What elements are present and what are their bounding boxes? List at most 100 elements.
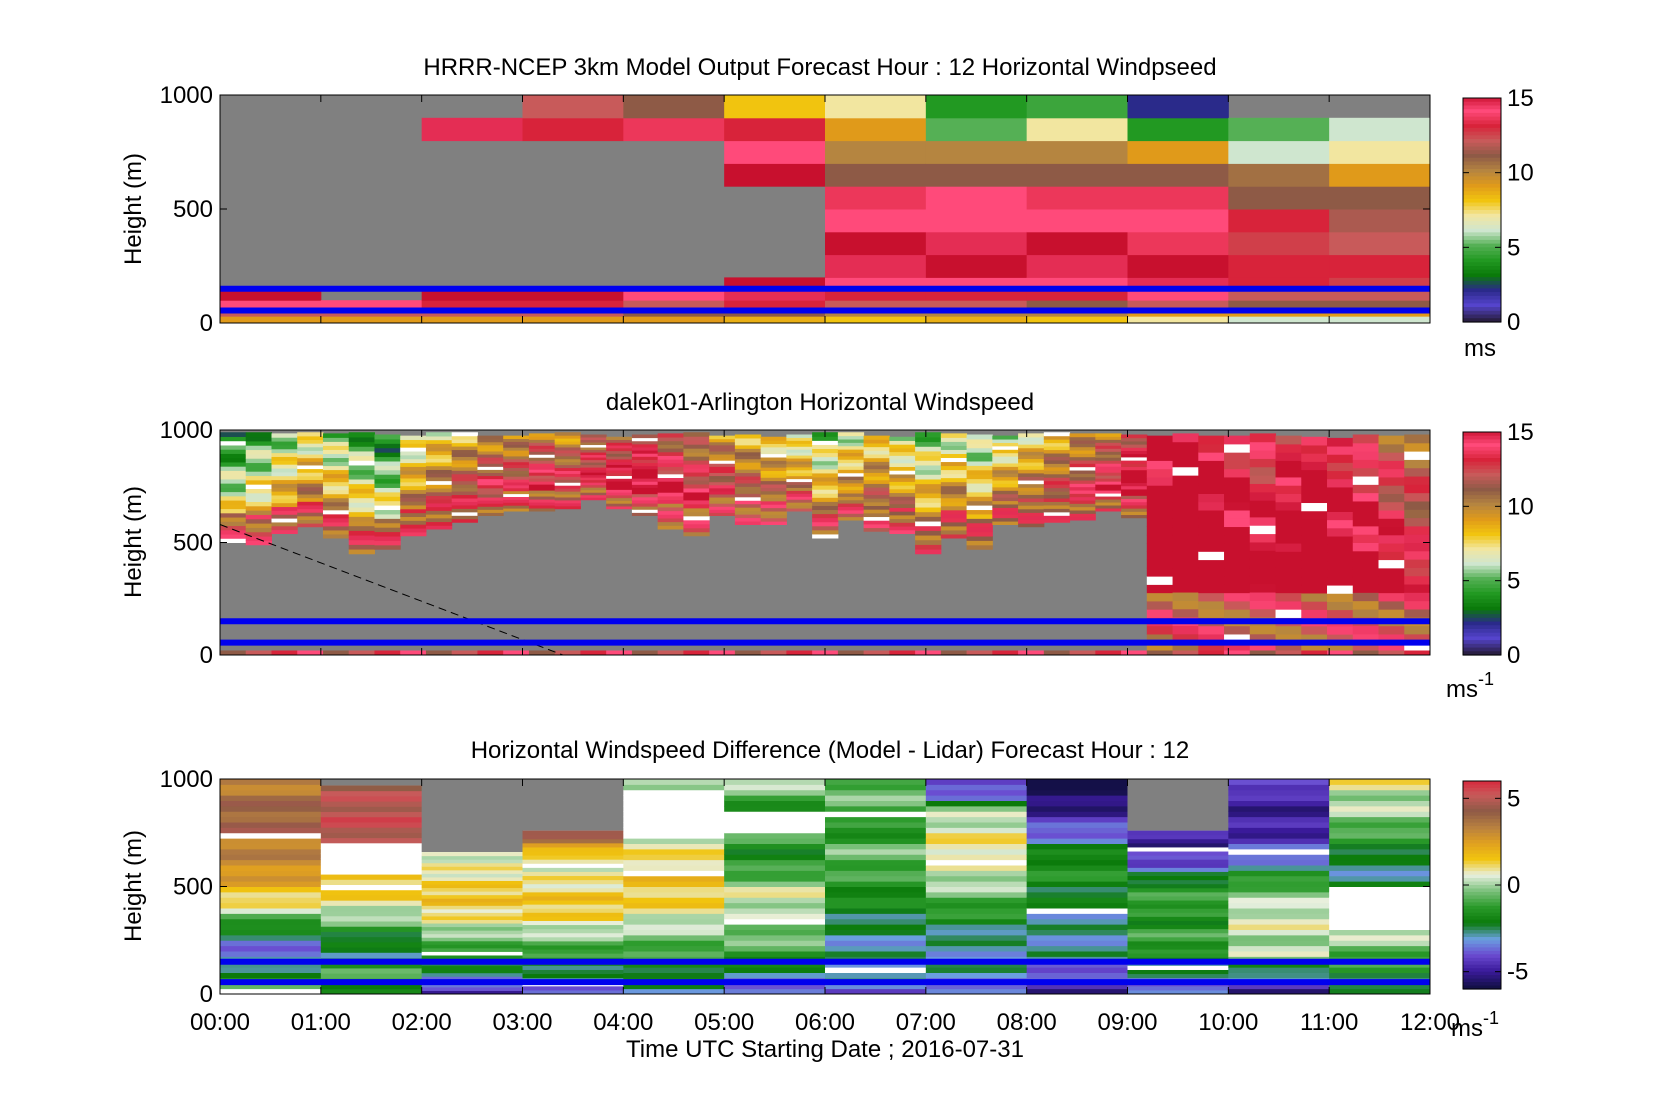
- heatmap-cell: [1069, 516, 1096, 521]
- heatmap-cell: [297, 515, 324, 520]
- colorbar-segment: [1463, 292, 1501, 297]
- heatmap-cell: [992, 503, 1019, 508]
- heatmap-cell: [925, 163, 1028, 187]
- heatmap-cell: [623, 95, 725, 119]
- heatmap-cell: [1352, 459, 1380, 469]
- heatmap-cell: [724, 288, 826, 301]
- heatmap-cell: [812, 501, 839, 506]
- heatmap-cell: [554, 482, 581, 486]
- heatmap-cell: [863, 439, 890, 444]
- heatmap-cell: [786, 455, 813, 459]
- colorbar-segment: [1463, 857, 1501, 862]
- heatmap-cell: [528, 505, 556, 509]
- heatmap-cell: [320, 894, 423, 901]
- heatmap-cell: [580, 447, 607, 451]
- heatmap-cell: [889, 514, 916, 520]
- heatmap-cell: [1329, 316, 1431, 324]
- heatmap-cell: [297, 472, 324, 477]
- heatmap-cell: [623, 908, 725, 914]
- heatmap-cell: [554, 473, 581, 477]
- heatmap-cell: [580, 489, 607, 493]
- heatmap-cell: [1069, 480, 1096, 484]
- heatmap-cell: [1329, 789, 1431, 796]
- panel-difference-ylabel: Height (m): [120, 830, 147, 942]
- heatmap-cell: [400, 497, 427, 502]
- heatmap-cell: [657, 492, 684, 497]
- colorbar-segment: [1463, 491, 1501, 496]
- heatmap-cell: [825, 934, 927, 941]
- heatmap-cell: [1121, 511, 1148, 516]
- heatmap-cell: [992, 452, 1019, 457]
- heatmap-cell: [825, 972, 927, 979]
- colorbar-segment: [1463, 985, 1501, 990]
- heatmap-cell: [1327, 446, 1354, 455]
- heatmap-cell: [528, 478, 556, 482]
- heatmap-cell: [245, 449, 272, 455]
- heatmap-cell: [320, 936, 423, 943]
- heatmap-cell: [220, 440, 247, 446]
- colorbar-segment: [1463, 871, 1501, 876]
- heatmap-cell: [1127, 900, 1229, 905]
- heatmap-cell: [760, 497, 787, 502]
- heatmap-cell: [1249, 533, 1277, 543]
- heatmap-cell: [1378, 633, 1405, 643]
- heatmap-cell: [220, 432, 247, 437]
- heatmap-cell: [1352, 600, 1380, 610]
- heatmap-cell: [1224, 468, 1251, 478]
- heatmap-cell: [1327, 634, 1354, 643]
- heatmap-cell: [580, 452, 607, 456]
- heatmap-cell: [1198, 443, 1225, 453]
- colorbar-segment: [1463, 839, 1501, 844]
- heatmap-cell: [1127, 904, 1229, 909]
- heatmap-cell: [1026, 231, 1128, 256]
- heatmap-cell: [271, 433, 298, 438]
- heatmap-cell: [1224, 452, 1251, 461]
- heatmap-cell: [724, 897, 826, 904]
- heatmap-cell: [657, 503, 684, 508]
- heatmap-cell: [1224, 443, 1251, 453]
- heatmap-cell: [724, 983, 826, 990]
- heatmap-cell: [1301, 461, 1328, 471]
- heatmap-cell: [1127, 867, 1229, 872]
- heatmap-cell: [760, 443, 787, 448]
- heatmap-cell: [220, 650, 247, 655]
- heatmap-cell: [421, 965, 523, 970]
- heatmap-cell: [451, 442, 478, 447]
- heatmap-cell: [925, 924, 1028, 930]
- heatmap-cell: [623, 288, 725, 301]
- heatmap-cell: [1121, 453, 1148, 458]
- heatmap-cell: [812, 448, 839, 454]
- heatmap-cell: [825, 897, 927, 904]
- heatmap-cell: [271, 529, 298, 534]
- heatmap-cell: [657, 444, 684, 449]
- no-data-cell: [320, 779, 423, 786]
- colorbar-tick-label: 5: [1507, 568, 1520, 595]
- heatmap-cell: [1026, 886, 1128, 893]
- panel-difference-heatmap: [220, 779, 1431, 995]
- heatmap-cell: [348, 521, 375, 527]
- heatmap-cell: [425, 473, 453, 478]
- heatmap-cell: [1026, 832, 1128, 839]
- heatmap-cell: [724, 875, 826, 882]
- panel-lidar-unit-exponent: -1: [1478, 669, 1494, 689]
- colorbar-segment: [1463, 247, 1501, 252]
- heatmap-cell: [580, 462, 607, 466]
- colorbar-segment: [1463, 254, 1501, 260]
- heatmap-cell: [631, 453, 659, 457]
- heatmap-cell: [1069, 453, 1096, 458]
- heatmap-cell: [1121, 450, 1148, 455]
- heatmap-cell: [825, 843, 927, 850]
- heatmap-cell: [425, 517, 453, 523]
- heatmap-cell: [889, 473, 916, 479]
- heatmap-cell: [297, 446, 324, 451]
- heatmap-cell: [631, 471, 659, 476]
- heatmap-cell: [400, 489, 427, 494]
- heatmap-cell: [1329, 848, 1431, 855]
- heatmap-cell: [812, 456, 839, 462]
- heatmap-cell: [421, 852, 523, 857]
- heatmap-cell: [400, 524, 427, 529]
- heatmap-cell: [1378, 493, 1405, 503]
- heatmap-cell: [1301, 527, 1328, 536]
- heatmap-cell: [1069, 503, 1096, 508]
- heatmap-cell: [1327, 625, 1354, 635]
